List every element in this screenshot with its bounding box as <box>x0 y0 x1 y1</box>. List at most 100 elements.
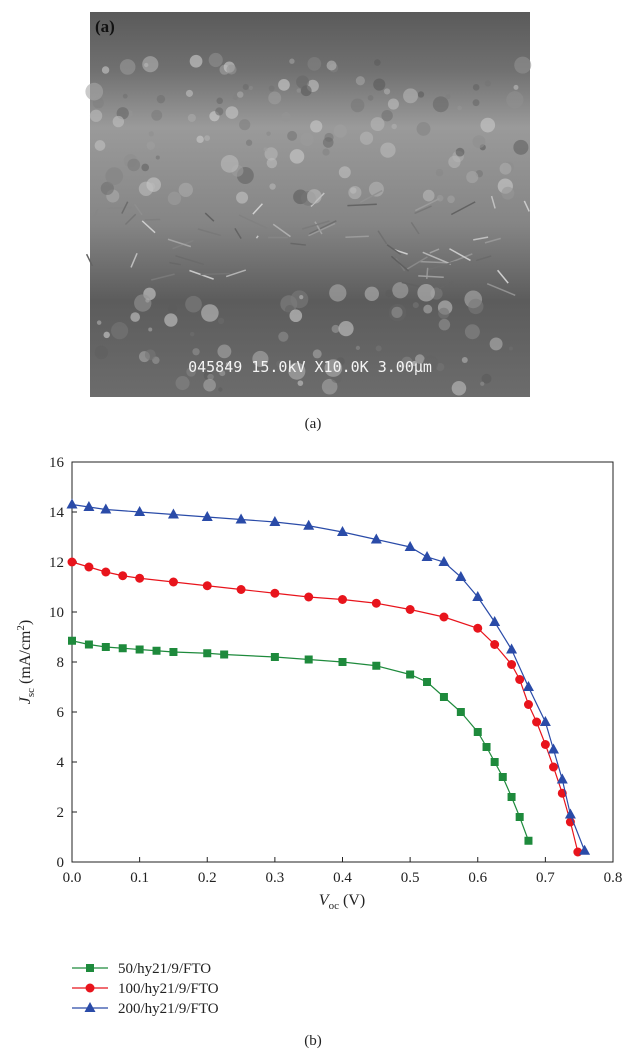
sem-grain <box>391 307 402 318</box>
marker <box>557 774 568 784</box>
sem-grain <box>185 296 202 313</box>
marker <box>516 813 524 821</box>
sem-grain <box>490 337 503 350</box>
sem-grain <box>209 53 223 67</box>
sem-grain <box>264 147 268 151</box>
sem-grain <box>339 166 351 178</box>
sem-grain <box>509 347 513 351</box>
marker <box>339 658 347 666</box>
marker <box>236 514 247 524</box>
sem-grain <box>480 382 484 386</box>
marker <box>153 647 161 655</box>
marker <box>491 758 499 766</box>
sem-grain <box>95 346 108 359</box>
sem-grain <box>85 83 103 101</box>
sem-grain <box>113 116 124 127</box>
sem-fiber <box>201 274 230 275</box>
sem-grain <box>506 91 523 108</box>
marker <box>101 568 110 577</box>
sem-grain <box>243 84 249 90</box>
y-axis-label: Jsc (mA/cm2) <box>15 620 37 704</box>
x-tick-label: 0.3 <box>266 870 285 886</box>
x-tick-label: 0.7 <box>536 870 555 886</box>
marker <box>269 516 280 526</box>
marker <box>67 499 78 509</box>
y-tick-label: 12 <box>49 555 64 571</box>
sem-grain <box>168 192 181 205</box>
sem-grain <box>329 284 346 301</box>
sem-grain <box>447 196 455 204</box>
marker <box>457 708 465 716</box>
marker <box>474 728 482 736</box>
sem-grain <box>120 59 136 75</box>
marker <box>102 643 110 651</box>
marker <box>523 681 534 691</box>
sem-grain <box>105 167 123 185</box>
sem-grain <box>417 122 431 136</box>
sem-grain <box>376 345 382 351</box>
marker <box>499 773 507 781</box>
sem-grain <box>374 59 381 66</box>
x-label-part: (V) <box>339 892 365 909</box>
sem-grain <box>102 66 109 73</box>
sem-grain <box>423 190 435 202</box>
marker <box>540 716 551 726</box>
sem-grain <box>380 142 395 157</box>
sem-grain <box>149 131 154 136</box>
sem-grain <box>436 169 443 176</box>
marker <box>338 595 347 604</box>
sem-grain <box>473 84 480 91</box>
sem-fiber <box>145 219 160 220</box>
sem-grain <box>164 313 177 326</box>
caption-a: (a) <box>305 416 322 432</box>
sem-grain <box>356 76 365 85</box>
marker <box>490 640 499 649</box>
sem-grain <box>249 86 253 90</box>
sem-grain <box>123 94 128 99</box>
sem-grain <box>413 302 419 308</box>
sem-grain <box>190 332 195 337</box>
sem-grain <box>278 332 288 342</box>
marker <box>515 675 524 684</box>
marker <box>304 593 313 602</box>
sem-grain <box>97 320 102 325</box>
sem-grain <box>236 192 248 204</box>
sem-grain <box>418 91 424 97</box>
sem-grain <box>269 183 275 189</box>
sem-grain <box>221 155 239 173</box>
marker <box>549 763 558 772</box>
sem-grain <box>201 304 219 322</box>
marker <box>532 718 541 727</box>
sem-grain <box>417 284 435 302</box>
sem-grain <box>350 187 356 193</box>
sem-grain <box>338 321 353 336</box>
marker <box>524 837 532 845</box>
marker <box>68 558 77 567</box>
sem-grain <box>147 141 155 149</box>
sem-grain <box>157 95 165 103</box>
sem-grain <box>144 63 148 67</box>
marker <box>541 740 550 749</box>
sem-grain <box>403 88 418 103</box>
sem-grain <box>134 294 151 311</box>
series-line <box>72 641 528 841</box>
sem-grain <box>356 346 360 350</box>
sem-grain <box>298 380 304 386</box>
y-tick-label: 14 <box>49 505 65 521</box>
sem-grain <box>287 131 297 141</box>
y-label-part: ) <box>17 620 34 625</box>
marker <box>220 651 228 659</box>
sem-grain <box>371 117 385 131</box>
marker <box>85 1002 96 1012</box>
sem-grain <box>103 332 109 338</box>
sem-grain <box>448 156 460 168</box>
sem-grain <box>237 91 243 97</box>
marker <box>270 589 279 598</box>
sem-grain <box>147 183 155 191</box>
sem-grain <box>168 305 177 314</box>
sem-grain <box>127 159 140 172</box>
sem-grain <box>278 79 290 91</box>
sem-grain <box>307 189 322 204</box>
sem-grain <box>218 318 224 324</box>
sem-grain <box>388 99 399 110</box>
